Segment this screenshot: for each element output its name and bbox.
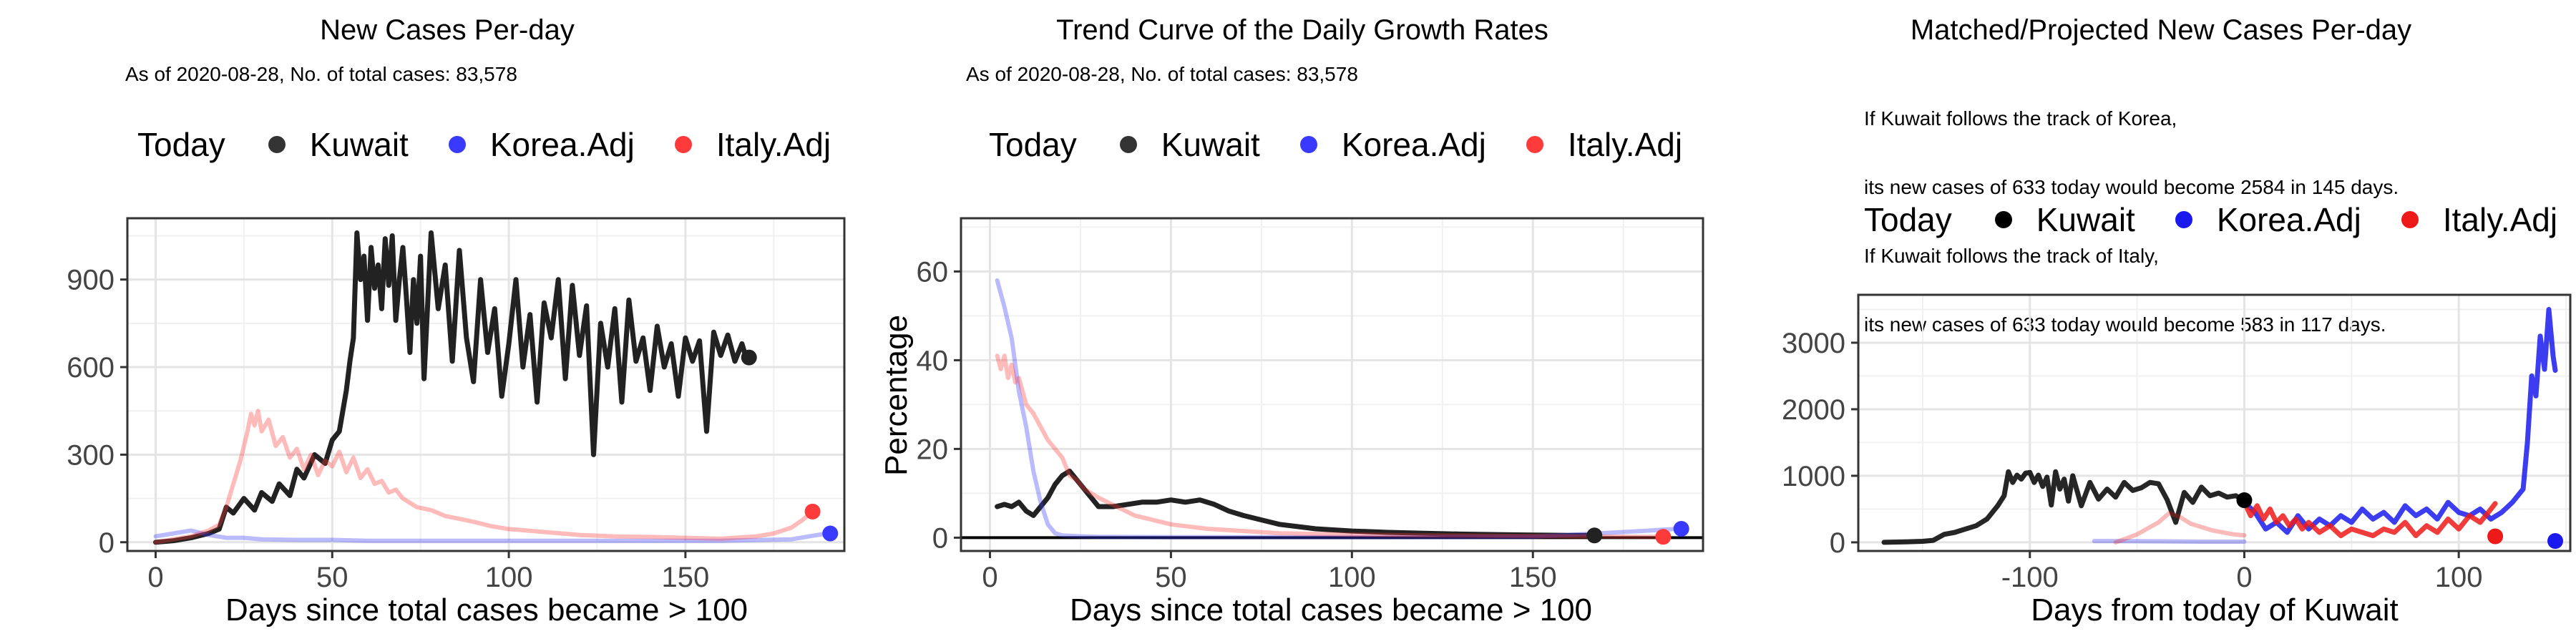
- legend-label: Korea.Adj: [2216, 201, 2361, 238]
- plot-area: 0 50 100 150 0 300 600 900: [67, 217, 846, 593]
- legend-title: Today: [989, 126, 1077, 163]
- legend-label: Kuwait: [1161, 126, 1260, 163]
- y-tick-label: 1000: [1782, 461, 1845, 492]
- x-tick-label: 0: [147, 562, 163, 593]
- series-line-kuwait: [1881, 469, 2247, 545]
- series-line-italy-adj: [153, 409, 815, 545]
- annotation-line: If Kuwait follows the track of Korea,: [1864, 107, 2177, 130]
- legend-dot-korea: [2175, 211, 2192, 228]
- legend-item-italy: Italy.Adj: [674, 125, 831, 164]
- legend-dot-kuwait: [268, 136, 286, 153]
- legend-dot-italy: [1526, 136, 1543, 153]
- chart-legend: Today Kuwait Korea.Adj Italy.Adj: [1864, 200, 2576, 239]
- legend-label: Italy.Adj: [2442, 201, 2558, 238]
- endpoint-korea-adj: [1673, 521, 1689, 537]
- x-tick-label: 100: [485, 562, 533, 593]
- series-line-italy-adj: [995, 353, 1666, 540]
- chart-subtitle: As of 2020-08-28, No. of total cases: 83…: [966, 63, 1358, 85]
- y-tick-label: 2000: [1782, 394, 1845, 426]
- endpoint-kuwait: [2236, 492, 2253, 509]
- chart-panel-2: Trend Curve of the Daily Growth Rates As…: [859, 0, 1717, 644]
- y-tick-label: 300: [67, 439, 114, 471]
- legend-dot-kuwait: [1119, 136, 1137, 153]
- chart-title: Trend Curve of the Daily Growth Rates: [1056, 14, 1548, 46]
- legend-label: Italy.Adj: [716, 126, 831, 163]
- legend-item-italy: Italy.Adj: [1526, 125, 1682, 164]
- legend-label: Kuwait: [309, 126, 409, 163]
- endpoint-kuwait: [1586, 527, 1603, 544]
- x-tick-label: 150: [1509, 562, 1557, 593]
- chart-subtitle: As of 2020-08-28, No. of total cases: 83…: [125, 63, 517, 85]
- series-line-korea-adj: [153, 528, 829, 543]
- plot-border: [126, 217, 846, 552]
- y-tick-label: 3000: [1782, 328, 1845, 359]
- annotation-line: its new cases of 633 today would become …: [1864, 176, 2399, 198]
- y-tick-label: 20: [917, 434, 949, 465]
- annotation-line: its new cases of 633 today would become …: [1864, 313, 2386, 336]
- legend-dot-italy: [674, 136, 692, 153]
- legend-title: Today: [1864, 201, 1952, 238]
- endpoint-korea-adj: [2547, 533, 2564, 550]
- legend-dot-kuwait: [1994, 211, 2012, 228]
- y-tick-label: 0: [932, 522, 948, 554]
- endpoint-italy-adj: [804, 503, 821, 519]
- legend-item-italy: Italy.Adj: [2401, 200, 2557, 239]
- x-tick-label: 50: [1155, 562, 1187, 593]
- endpoint-italy-adj: [2487, 528, 2504, 545]
- x-tick-label: 150: [662, 562, 710, 593]
- x-tick-label: 0: [982, 562, 997, 593]
- endpoint-kuwait: [741, 349, 757, 366]
- legend-item-korea: Korea.Adj: [1299, 125, 1486, 164]
- x-tick-label: 100: [1328, 562, 1376, 593]
- y-tick-label: 0: [99, 527, 114, 559]
- legend-dot-italy: [2401, 211, 2419, 228]
- legend-dot-korea: [1299, 136, 1317, 153]
- y-axis-label: Percentage: [879, 314, 914, 476]
- y-tick-label: 0: [1830, 527, 1845, 559]
- series-line-korea-adj: [995, 278, 1680, 540]
- legend-item-korea: Korea.Adj: [2175, 200, 2361, 239]
- legend-item-kuwait: Kuwait: [1994, 200, 2135, 239]
- legend-label: Kuwait: [2036, 201, 2135, 238]
- series-line-italy-adj: [2242, 499, 2498, 539]
- legend-label: Korea.Adj: [1341, 126, 1486, 163]
- series-line-korea-adj-past: [2092, 539, 2247, 544]
- chart-legend: Today Kuwait Korea.Adj Italy.Adj: [137, 125, 871, 164]
- chart-annotation: If Kuwait follows the track of Korea, it…: [1864, 62, 2399, 382]
- x-tick-label: -100: [2001, 562, 2059, 593]
- x-tick-label: 50: [316, 562, 348, 593]
- chart-legend: Today Kuwait Korea.Adj Italy.Adj: [989, 125, 1722, 164]
- legend-item-kuwait: Kuwait: [1119, 125, 1260, 164]
- chart-title: Matched/Projected New Cases Per-day: [1910, 14, 2412, 46]
- plot-border: [1857, 293, 2572, 552]
- series-line-kuwait: [995, 468, 1597, 538]
- plot-border: [960, 217, 1704, 552]
- plot-area: 0 50 100 150 0 20 40 60: [917, 217, 1704, 593]
- x-axis-label: Days since total cases became > 100: [1069, 592, 1593, 628]
- chart-title: New Cases Per-day: [320, 14, 575, 46]
- endpoint-korea-adj: [822, 525, 839, 542]
- chart-panel-1: New Cases Per-day As of 2020-08-28, No. …: [0, 0, 859, 644]
- x-axis-label: Days from today of Kuwait: [2031, 592, 2399, 628]
- chart-panel-3: Matched/Projected New Cases Per-day If K…: [1717, 0, 2576, 644]
- legend-title: Today: [137, 126, 225, 163]
- legend-dot-korea: [448, 136, 466, 153]
- legend-label: Italy.Adj: [1567, 126, 1683, 163]
- legend-label: Korea.Adj: [489, 126, 635, 163]
- series-line-kuwait: [153, 230, 752, 545]
- x-axis-label: Days since total cases became > 100: [225, 592, 748, 628]
- endpoint-italy-adj: [1655, 529, 1672, 545]
- x-tick-label: 100: [2435, 562, 2483, 593]
- y-tick-label: 60: [917, 256, 949, 288]
- y-tick-label: 600: [67, 352, 114, 384]
- x-tick-label: 0: [2236, 562, 2252, 593]
- y-tick-label: 40: [917, 345, 949, 376]
- annotation-line: If Kuwait follows the track of Italy,: [1864, 245, 2159, 267]
- legend-item-kuwait: Kuwait: [268, 125, 409, 164]
- y-tick-label: 900: [67, 265, 114, 296]
- legend-item-korea: Korea.Adj: [448, 125, 635, 164]
- series-line-italy-adj-past: [2113, 511, 2247, 545]
